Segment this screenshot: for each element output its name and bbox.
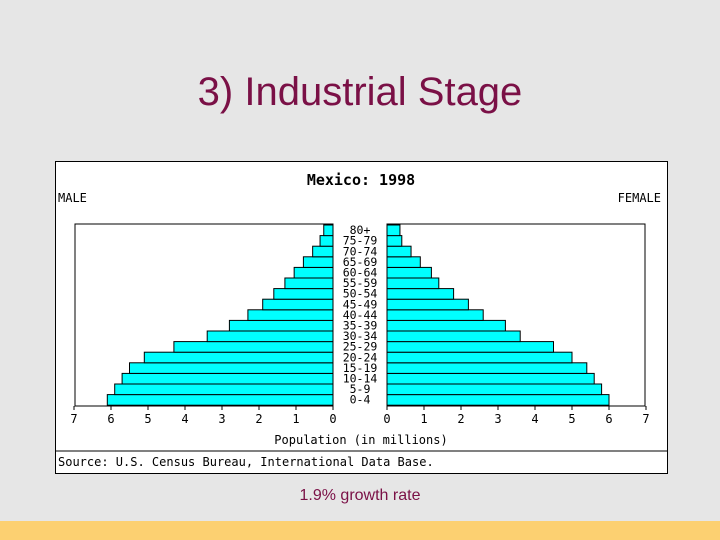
male-bar-75-79 [319, 235, 334, 247]
female-bar-15-19 [386, 362, 588, 374]
age-label: 25-29 [343, 340, 378, 354]
age-label: 5-9 [350, 382, 371, 396]
x-tick-label: 7 [70, 412, 77, 426]
female-bar-65-69 [386, 256, 421, 268]
x-axis-label: Population (in millions) [274, 433, 447, 447]
x-tick-label: 0 [329, 412, 336, 426]
female-bar-50-54 [386, 288, 455, 300]
x-tick-label: 3 [218, 412, 225, 426]
female-bar-35-39 [386, 319, 506, 332]
age-label: 15-19 [343, 361, 378, 375]
male-bar-20-24 [143, 351, 334, 364]
female-bar-0-4 [386, 394, 610, 406]
age-label: 35-39 [343, 319, 378, 333]
x-tick-label: 2 [457, 412, 464, 426]
x-tick-label: 7 [642, 412, 649, 426]
male-bar-0-4 [106, 394, 334, 406]
female-bar-80+ [386, 224, 401, 237]
male-bar-70-74 [312, 245, 334, 258]
age-label: 40-44 [343, 308, 378, 322]
male-bar-60-64 [293, 266, 334, 279]
female-bar-60-64 [386, 266, 432, 279]
x-tick-label: 5 [568, 412, 575, 426]
female-bar-55-59 [386, 277, 440, 290]
x-tick-label: 0 [383, 412, 390, 426]
age-label: 65-69 [343, 255, 378, 269]
population-pyramid-chart: Mexico: 1998 MALE FEMALE 0-4 5-9 10-14 15-1… [55, 161, 668, 474]
x-tick-label: 6 [107, 412, 114, 426]
female-label: FEMALE [618, 191, 661, 205]
male-bar-40-44 [247, 309, 334, 321]
growth-rate-caption: 1.9% growth rate [299, 487, 421, 504]
chart-title: Mexico: 1998 [307, 171, 415, 189]
x-tick-label: 1 [420, 412, 427, 426]
female-bar-70-74 [386, 245, 412, 258]
male-bar-45-49 [262, 298, 334, 311]
x-tick-label: 2 [255, 412, 262, 426]
male-bar-50-54 [273, 288, 334, 300]
age-labels-group: 0-45-910-1415-1920-2425-2930-3435-3940-4… [343, 223, 378, 407]
x-tick-label: 4 [531, 412, 538, 426]
age-label: 70-74 [343, 244, 378, 258]
male-bar-55-59 [284, 277, 334, 290]
male-bar-80+ [323, 224, 334, 237]
age-label: 10-14 [343, 372, 378, 386]
x-tick-label: 3 [494, 412, 501, 426]
female-bar-5-9 [386, 383, 603, 396]
female-bar-10-14 [386, 372, 595, 385]
male-label: MALE [58, 191, 87, 205]
female-bar-75-79 [386, 235, 403, 247]
x-tick-label: 1 [292, 412, 299, 426]
age-label: 60-64 [343, 266, 378, 280]
x-ticks-group: 7 6 5 4 3 2 1 0 0 1 2 3 4 5 6 7 [70, 406, 650, 426]
x-tick-label: 4 [181, 412, 188, 426]
female-bar-30-34 [386, 330, 521, 343]
age-label: 80+ [350, 223, 371, 237]
age-label: 55-59 [343, 276, 378, 290]
male-bar-65-69 [302, 256, 334, 268]
age-label: 45-49 [343, 297, 378, 311]
footer-bar [0, 521, 720, 540]
male-bar-35-39 [228, 319, 334, 332]
age-label: 20-24 [343, 350, 378, 364]
female-bar-45-49 [386, 298, 469, 311]
x-tick-label: 6 [605, 412, 612, 426]
female-bar-40-44 [386, 309, 484, 321]
male-bar-15-19 [129, 362, 334, 374]
female-bar-25-29 [386, 341, 554, 353]
male-bar-10-14 [121, 372, 334, 385]
male-bar-30-34 [206, 330, 334, 343]
female-bar-20-24 [386, 351, 573, 364]
pyramid-svg: Mexico: 1998 MALE FEMALE 0-45-910-1415-1… [56, 171, 667, 469]
slide-title: 3) Industrial Stage [197, 70, 523, 114]
bars-group [106, 224, 610, 406]
source-note: Source: U.S. Census Bureau, Internationa… [58, 455, 434, 469]
age-label: 0-4 [350, 393, 371, 407]
age-label: 75-79 [343, 234, 378, 248]
male-bar-5-9 [114, 383, 334, 396]
male-bar-25-29 [173, 341, 334, 353]
age-label: 50-54 [343, 287, 378, 301]
x-tick-label: 5 [144, 412, 151, 426]
age-label: 30-34 [343, 329, 378, 343]
